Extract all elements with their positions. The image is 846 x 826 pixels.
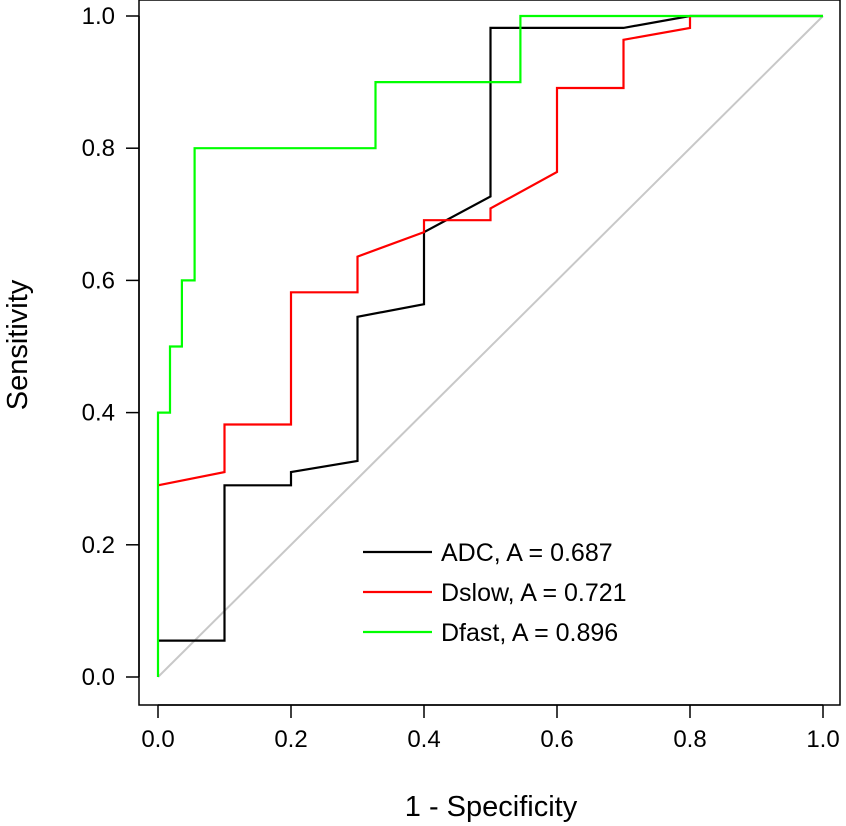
legend-label-adc: ADC, A = 0.687 — [441, 539, 613, 567]
x-tick-label: 0.2 — [274, 726, 307, 753]
roc-curve-dfast — [156, 14, 823, 677]
roc-curve-adc — [158, 14, 823, 642]
y-tick-label: 0.4 — [82, 400, 115, 427]
chance-diagonal-line — [157, 15, 824, 678]
roc-curve-dslow — [157, 16, 692, 487]
y-tick-label: 0.6 — [82, 267, 115, 294]
y-tick-label: 0.2 — [82, 532, 115, 559]
x-axis: 0.0 0.2 0.4 0.6 0.8 1.0 — [141, 704, 840, 753]
legend-label-dslow: Dslow, A = 0.721 — [441, 579, 627, 607]
y-axis-title: Sensitivity — [2, 279, 34, 410]
y-axis: 0.0 0.2 0.4 0.6 0.8 1.0 — [82, 3, 140, 691]
y-tick-label: 1.0 — [82, 3, 115, 30]
x-tick-label: 0.4 — [407, 726, 440, 753]
plot-lines — [156, 14, 824, 678]
x-tick-label: 0.0 — [141, 726, 174, 753]
legend: ADC, A = 0.687 Dslow, A = 0.721 Dfast, A =… — [363, 539, 627, 647]
y-tick-label: 0.8 — [82, 135, 115, 162]
x-axis-title: 1 - Specificity — [405, 791, 578, 823]
x-tick-label: 1.0 — [806, 726, 839, 753]
x-tick-label: 0.8 — [673, 726, 706, 753]
x-tick-label: 0.6 — [540, 726, 573, 753]
y-tick-label: 0.0 — [82, 664, 115, 691]
legend-label-dfast: Dfast, A = 0.896 — [441, 619, 618, 647]
